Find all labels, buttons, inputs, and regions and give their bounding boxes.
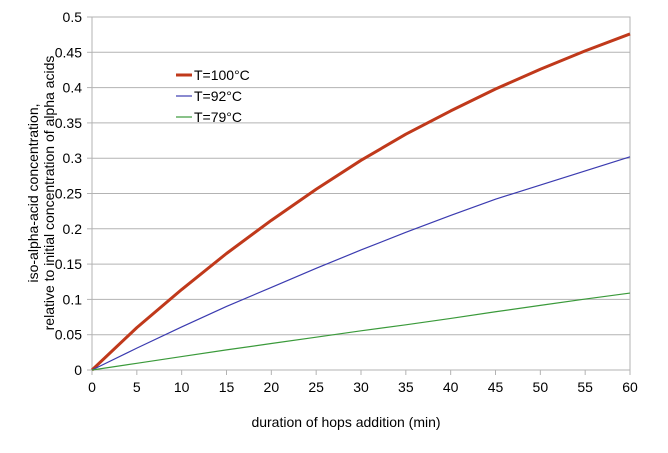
x-tick-label: 30	[353, 379, 369, 395]
x-tick-labels: 0 5 10 15 20 25 30 35 40 45 50 55 60	[88, 379, 638, 395]
x-tick-label: 5	[133, 379, 141, 395]
y-tick-labels: 0 0.05 0.1 0.15 0.2 0.25 0.3 0.35 0.4 0.45 0.5	[55, 9, 82, 378]
x-tick-label: 0	[88, 379, 96, 395]
plot-frame	[91, 16, 631, 371]
y-tick-label: 0	[74, 362, 82, 378]
x-tick-label: 40	[443, 379, 459, 395]
x-axis-title: duration of hops addition (min)	[251, 414, 440, 430]
x-tick-label: 45	[488, 379, 504, 395]
y-axis-title-line-2: relative to initial concentration of alp…	[41, 56, 57, 331]
y-tick-label: 0.35	[55, 115, 82, 131]
series-line-3	[91, 292, 631, 371]
y-tick-label: 0.4	[63, 80, 83, 96]
y-tick-label: 0.15	[55, 256, 82, 272]
y-axis-title: iso-alpha-acid concentration, relative t…	[25, 56, 57, 331]
y-tick-label: 0.5	[63, 9, 83, 25]
series-line-1	[90, 32, 631, 372]
series-lines	[90, 32, 631, 372]
axes	[87, 16, 631, 375]
x-tick-label: 20	[264, 379, 280, 395]
y-axis-title-line-1: iso-alpha-acid concentration,	[25, 104, 41, 283]
x-tick-label: 50	[533, 379, 549, 395]
x-tick-label: 10	[174, 379, 190, 395]
x-tick-label: 60	[622, 379, 638, 395]
x-tick-label: 25	[308, 379, 324, 395]
y-tick-label: 0.05	[55, 327, 82, 343]
y-tick-label: 0.2	[63, 221, 83, 237]
legend-label: T=100°C	[194, 67, 250, 83]
y-tick-label: 0.25	[55, 186, 82, 202]
series-line-2	[91, 156, 631, 371]
x-tick-label: 35	[398, 379, 414, 395]
legend: T=100°C T=92°C T=79°C	[176, 67, 250, 125]
y-tick-label: 0.45	[55, 44, 82, 60]
legend-label: T=92°C	[194, 88, 242, 104]
y-tick-label: 0.1	[63, 291, 83, 307]
x-tick-label: 55	[577, 379, 593, 395]
legend-label: T=79°C	[194, 109, 242, 125]
y-tick-label: 0.3	[63, 150, 83, 166]
x-tick-label: 15	[219, 379, 235, 395]
